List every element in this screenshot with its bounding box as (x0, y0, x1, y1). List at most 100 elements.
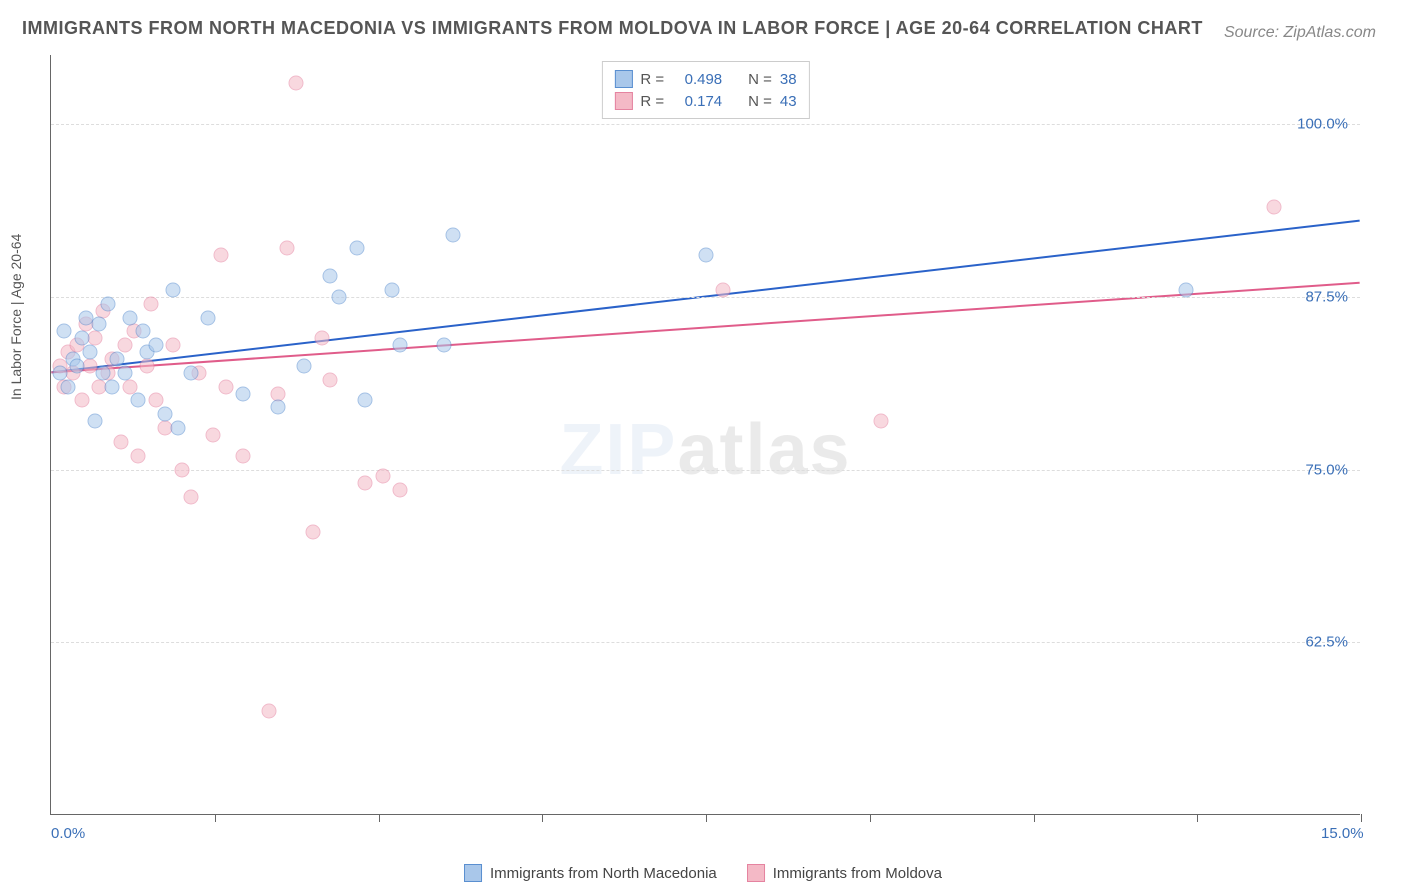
chart-container: IMMIGRANTS FROM NORTH MACEDONIA VS IMMIG… (0, 0, 1406, 892)
legend-r-value: 0.174 (672, 93, 722, 110)
x-tick (542, 814, 543, 822)
x-tick (870, 814, 871, 822)
data-point (375, 469, 390, 484)
plot-area: ZIPatlas R =0.498N =38R =0.174N =43 62.5… (50, 55, 1360, 815)
data-point (109, 352, 124, 367)
legend-r-label: R = (640, 93, 664, 110)
legend-swatch (747, 864, 765, 882)
data-point (384, 282, 399, 297)
data-point (297, 358, 312, 373)
data-point (122, 379, 137, 394)
gridline-h (51, 297, 1360, 298)
y-axis-label: In Labor Force | Age 20-64 (8, 234, 24, 400)
legend-r-value: 0.498 (672, 71, 722, 88)
data-point (349, 241, 364, 256)
legend-series-name: Immigrants from Moldova (773, 865, 942, 882)
data-point (100, 296, 115, 311)
source-prefix: Source: (1224, 24, 1279, 41)
data-point (437, 338, 452, 353)
data-point (445, 227, 460, 242)
gridline-h (51, 642, 1360, 643)
data-point (288, 75, 303, 90)
legend-top-row: R = 0.498 N = 38 (614, 68, 796, 90)
data-point (74, 393, 89, 408)
data-point (358, 476, 373, 491)
x-tick (706, 814, 707, 822)
data-point (157, 407, 172, 422)
data-point (214, 248, 229, 263)
data-point (52, 365, 67, 380)
legend-r-label: R = (640, 71, 664, 88)
data-point (306, 524, 321, 539)
data-point (131, 448, 146, 463)
legend-swatch (464, 864, 482, 882)
data-point (87, 414, 102, 429)
data-point (166, 338, 181, 353)
data-point (118, 365, 133, 380)
legend-series-name: Immigrants from North Macedonia (490, 865, 717, 882)
data-point (166, 282, 181, 297)
chart-title: IMMIGRANTS FROM NORTH MACEDONIA VS IMMIG… (22, 18, 1203, 39)
data-point (236, 386, 251, 401)
trend-lines-svg (51, 55, 1360, 814)
y-tick-label: 62.5% (1305, 634, 1348, 651)
x-tick (215, 814, 216, 822)
data-point (323, 372, 338, 387)
legend-top-row: R = 0.174 N = 43 (614, 90, 796, 112)
data-point (144, 296, 159, 311)
data-point (140, 358, 155, 373)
data-point (218, 379, 233, 394)
data-point (279, 241, 294, 256)
legend-swatch (614, 92, 632, 110)
source-name: ZipAtlas.com (1284, 24, 1376, 41)
data-point (57, 324, 72, 339)
data-point (236, 448, 251, 463)
data-point (113, 434, 128, 449)
data-point (96, 365, 111, 380)
data-point (205, 428, 220, 443)
data-point (105, 379, 120, 394)
legend-bottom-item: Immigrants from Moldova (747, 864, 942, 882)
data-point (271, 400, 286, 415)
y-tick-label: 100.0% (1297, 116, 1348, 133)
legend-n-value: 38 (780, 71, 797, 88)
data-point (175, 462, 190, 477)
gridline-h (51, 124, 1360, 125)
data-point (262, 704, 277, 719)
x-tick (379, 814, 380, 822)
legend-n-label: N = (748, 71, 772, 88)
data-point (92, 317, 107, 332)
data-point (358, 393, 373, 408)
legend-n-label: N = (748, 93, 772, 110)
data-point (131, 393, 146, 408)
legend-swatch (614, 70, 632, 88)
data-point (148, 393, 163, 408)
data-point (1266, 200, 1281, 215)
data-point (83, 345, 98, 360)
legend-n-value: 43 (780, 93, 797, 110)
data-point (70, 358, 85, 373)
data-point (183, 490, 198, 505)
gridline-h (51, 470, 1360, 471)
legend-bottom: Immigrants from North Macedonia Immigrant… (464, 864, 942, 882)
chart-source: Source: ZipAtlas.com (1224, 24, 1376, 42)
y-tick-label: 75.0% (1305, 461, 1348, 478)
x-tick (1197, 814, 1198, 822)
data-point (873, 414, 888, 429)
data-point (118, 338, 133, 353)
data-point (148, 338, 163, 353)
y-tick-label: 87.5% (1305, 288, 1348, 305)
data-point (699, 248, 714, 263)
data-point (393, 483, 408, 498)
data-point (74, 331, 89, 346)
legend-top: R = 0.498 N = 38 R = 0.174 N = 43 (601, 61, 809, 119)
x-tick-label: 0.0% (51, 825, 85, 842)
data-point (716, 282, 731, 297)
data-point (393, 338, 408, 353)
data-point (1179, 282, 1194, 297)
x-tick-label: 15.0% (1321, 825, 1364, 842)
data-point (332, 289, 347, 304)
data-point (122, 310, 137, 325)
data-point (314, 331, 329, 346)
data-point (323, 269, 338, 284)
